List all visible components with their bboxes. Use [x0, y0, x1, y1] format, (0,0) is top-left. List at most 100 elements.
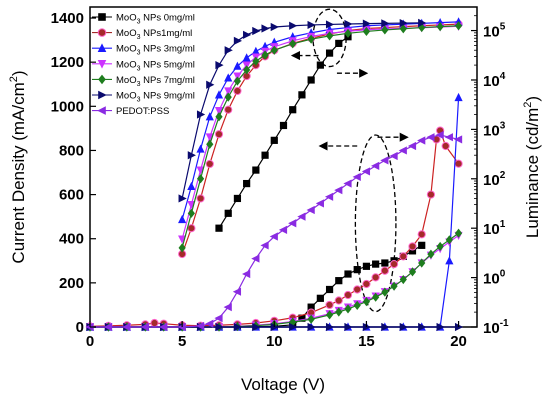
- data-point: [454, 159, 463, 168]
- legend: MoO3 NPs 0mg/ml MoO3 NPs1mg/ml MoO3 NPs 3m…: [92, 13, 195, 117]
- series-luminance-triangle-right: [178, 18, 427, 203]
- legend-label: MoO3 NPs 0mg/ml: [116, 13, 195, 26]
- data-point: [399, 274, 407, 285]
- data-point: [278, 225, 288, 234]
- data-point: [426, 133, 435, 142]
- x-tick-label: 10: [266, 333, 283, 350]
- legend-item: MoO3 NPs 7mg/ml: [92, 74, 195, 88]
- data-point: [233, 61, 242, 70]
- data-point: [398, 146, 407, 155]
- data-point: [381, 322, 390, 332]
- legend-label: MoO3 NPs 9mg/ml: [116, 91, 195, 104]
- data-point: [150, 318, 159, 328]
- data-point: [242, 269, 251, 279]
- data-point: [324, 192, 334, 201]
- data-point: [289, 322, 298, 332]
- data-point: [195, 321, 205, 330]
- data-point: [334, 186, 343, 195]
- y-left-tick-label: 1200: [51, 54, 84, 71]
- data-point: [187, 208, 195, 218]
- data-point: [325, 322, 335, 332]
- data-point: [427, 249, 435, 259]
- data-point: [444, 133, 453, 142]
- data-point: [436, 241, 444, 252]
- legend-item: MoO3 NPs1mg/ml: [92, 28, 192, 41]
- y-left-tick-label: 600: [59, 187, 84, 204]
- data-point: [206, 80, 215, 89]
- data-point: [353, 266, 361, 274]
- data-point: [187, 201, 196, 210]
- legend-label: MoO3 NPs 3mg/ml: [116, 44, 195, 57]
- data-point: [371, 161, 380, 170]
- legend-item: MoO3 NPs 9mg/ml: [92, 91, 195, 104]
- data-point: [215, 322, 224, 332]
- data-point: [178, 214, 187, 224]
- data-point: [224, 105, 233, 114]
- data-point: [214, 314, 223, 323]
- data-point: [270, 22, 279, 32]
- data-point: [399, 322, 408, 332]
- data-point: [261, 50, 269, 60]
- data-point: [178, 235, 187, 244]
- data-point: [279, 121, 288, 130]
- legend-label: PEDOT:PSS: [116, 106, 169, 117]
- data-point: [289, 106, 297, 114]
- data-point: [260, 241, 269, 250]
- data-point: [232, 287, 242, 296]
- data-point: [187, 181, 196, 191]
- data-point: [371, 273, 380, 282]
- annotation-ellipse: [354, 134, 397, 313]
- data-point: [441, 141, 450, 151]
- y-left-tick-label: 400: [59, 231, 84, 248]
- data-point: [408, 247, 417, 255]
- data-point: [214, 106, 224, 116]
- data-point: [252, 26, 261, 36]
- data-point: [261, 151, 269, 159]
- y-axis-label-left: Current Density (mA/cm2): [8, 70, 28, 263]
- data-point: [435, 130, 444, 140]
- data-point: [252, 56, 260, 66]
- data-point: [307, 20, 316, 30]
- data-point: [344, 28, 352, 38]
- y-right-tick-label: 10-1: [483, 318, 509, 337]
- data-point: [417, 136, 426, 145]
- data-point: [335, 277, 343, 285]
- data-point: [233, 322, 243, 332]
- data-point: [289, 21, 298, 30]
- data-point: [453, 135, 463, 144]
- series-layer: [85, 17, 464, 332]
- y-right-tick-label: 103: [483, 120, 506, 139]
- data-point: [187, 151, 196, 160]
- x-axis-label: Voltage (V): [241, 375, 325, 394]
- legend-marker: [97, 106, 106, 115]
- data-point: [389, 151, 398, 161]
- data-point: [307, 76, 315, 84]
- plot-frame: [89, 6, 478, 328]
- data-point: [399, 252, 408, 261]
- data-point: [418, 322, 427, 332]
- x-tick-label: 0: [86, 333, 94, 350]
- data-point: [381, 287, 389, 297]
- data-point: [233, 76, 242, 86]
- legend-marker: [97, 43, 107, 52]
- data-point: [344, 322, 353, 332]
- y-left-tick-label: 200: [59, 275, 84, 292]
- legend-marker: [97, 60, 107, 69]
- data-point: [344, 304, 352, 314]
- data-point: [315, 199, 324, 208]
- data-point: [353, 300, 361, 310]
- y-left-tick-label: 1400: [51, 10, 84, 27]
- data-point: [243, 179, 251, 188]
- data-point: [418, 258, 426, 268]
- data-point: [335, 39, 343, 47]
- legend-marker: [97, 28, 107, 37]
- legend-label: MoO3 NPs 5mg/ml: [116, 59, 195, 72]
- data-point: [187, 224, 196, 233]
- data-point: [298, 91, 306, 99]
- data-point: [325, 20, 335, 29]
- data-point: [224, 46, 233, 55]
- data-point: [243, 30, 252, 39]
- legend-label: MoO3 NPs 7mg/ml: [116, 75, 195, 88]
- data-point: [343, 290, 353, 300]
- data-point: [224, 73, 233, 82]
